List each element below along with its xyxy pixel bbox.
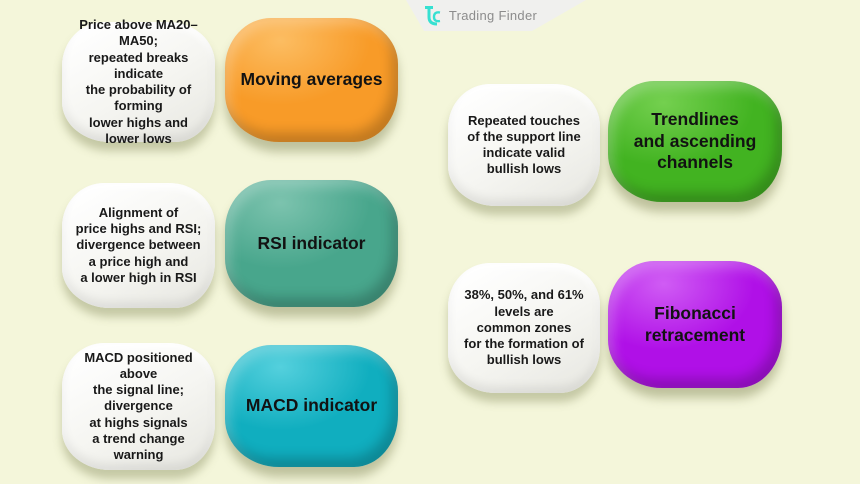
brand-badge-content: Trading Finder	[423, 5, 537, 27]
note-bubble-fibonacci: 38%, 50%, and 61% levels are common zone…	[448, 263, 600, 393]
note-bubble-moving-averages: Price above MA20–MA50; repeated breaks i…	[62, 17, 215, 146]
note-bubble-trendlines: Repeated touches of the support line ind…	[448, 84, 600, 206]
brand-name: Trading Finder	[448, 8, 538, 23]
label-bubble-macd-indicator: MACD indicator	[225, 345, 398, 467]
brand-badge: Trading Finder	[406, 0, 586, 31]
label-bubble-moving-averages: Moving averages	[225, 18, 398, 142]
note-bubble-rsi-indicator: Alignment of price highs and RSI; diverg…	[62, 183, 215, 308]
label-bubble-fibonacci: Fibonacci retracement	[608, 261, 782, 388]
label-bubble-trendlines: Trendlines and ascending channels	[608, 81, 782, 202]
label-bubble-rsi-indicator: RSI indicator	[225, 180, 398, 307]
trading-finder-logo-icon	[423, 5, 443, 27]
note-bubble-macd-indicator: MACD positioned above the signal line; d…	[62, 343, 215, 470]
